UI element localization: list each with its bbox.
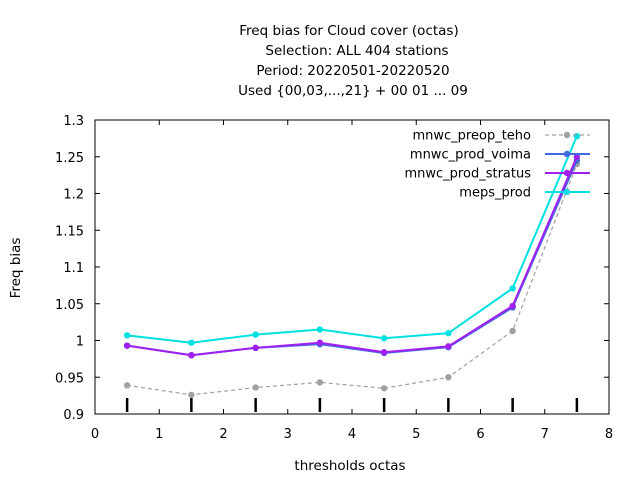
- legend-label: meps_prod: [459, 186, 531, 201]
- y-tick-label: 1.15: [55, 224, 84, 239]
- data-point: [380, 335, 388, 342]
- title-line-2: Selection: ALL 404 stations: [265, 43, 448, 59]
- x-tick-label: 4: [348, 427, 356, 442]
- data-point: [188, 352, 195, 359]
- x-tick-label: 7: [541, 427, 549, 442]
- series-lines: [123, 132, 581, 399]
- legend-item: mnwc_prod_voima: [410, 148, 590, 163]
- legend-label: mnwc_prod_stratus: [405, 167, 532, 182]
- y-tick-label: 1.1: [63, 261, 84, 276]
- data-point: [188, 391, 195, 399]
- y-tick-label: 1.05: [55, 298, 84, 313]
- data-point: [380, 385, 388, 392]
- x-tick-label: 8: [605, 427, 613, 442]
- chart-title: Freq bias for Cloud cover (octas) Select…: [238, 23, 468, 99]
- y-tick-label: 0.9: [63, 408, 84, 423]
- data-point: [123, 342, 131, 349]
- legend-marker: [563, 150, 571, 158]
- y-tick-label: 0.95: [55, 371, 84, 386]
- data-point: [252, 344, 259, 352]
- legend-item: mnwc_prod_stratus: [405, 167, 590, 182]
- data-point: [380, 349, 388, 356]
- plot-frame: [94, 119, 610, 415]
- legend: mnwc_preop_teho mnwc_prod_voima mnwc_prod_…: [405, 129, 590, 201]
- legend-label: mnwc_prod_voima: [410, 148, 531, 163]
- data-point: [188, 339, 195, 346]
- data-point: [445, 374, 452, 381]
- title-line-4: Used {00,03,...,21} + 00 01 ... 09: [238, 83, 468, 99]
- data-point: [252, 384, 259, 391]
- y-tick-label: 1: [76, 335, 84, 350]
- series-mnwc_prod_stratus: [123, 153, 581, 359]
- legend-marker: [563, 188, 571, 196]
- x-axis: 0 1 2 3 4 5 6 7 8: [91, 120, 613, 442]
- series-line: [127, 163, 578, 396]
- y-axis-label: Freq bias: [8, 238, 24, 299]
- x-tick-label: 5: [412, 427, 420, 442]
- data-point: [509, 285, 516, 292]
- data-point: [316, 326, 324, 333]
- series-line: [127, 135, 578, 344]
- data-point: [123, 382, 131, 389]
- data-point: [509, 302, 516, 310]
- title-line-1: Freq bias for Cloud cover (octas): [239, 23, 458, 39]
- data-point: [445, 329, 452, 337]
- sample-markers: [125, 398, 579, 412]
- series-meps_prod: [123, 132, 581, 346]
- x-axis-label: thresholds octas: [294, 458, 405, 474]
- x-tick-label: 1: [155, 427, 163, 442]
- title-line-3: Period: 20220501-20220520: [256, 63, 449, 79]
- legend-item: meps_prod: [459, 186, 590, 201]
- legend-marker: [563, 131, 571, 139]
- x-tick-label: 2: [219, 427, 227, 442]
- data-point: [509, 327, 516, 335]
- x-tick-label: 0: [91, 427, 99, 442]
- data-point: [252, 331, 259, 338]
- data-point: [573, 153, 581, 160]
- series-line: [126, 156, 578, 357]
- data-point: [316, 339, 324, 346]
- legend-item: mnwc_preop_teho: [413, 129, 590, 144]
- data-point: [123, 332, 131, 339]
- y-tick-label: 1.3: [63, 114, 84, 129]
- data-point: [316, 379, 324, 386]
- legend-label: mnwc_preop_teho: [413, 129, 532, 144]
- data-point: [445, 343, 452, 350]
- y-tick-label: 1.25: [55, 151, 84, 166]
- y-tick-label: 1.2: [63, 188, 84, 203]
- x-tick-label: 6: [476, 427, 484, 442]
- x-tick-label: 3: [284, 427, 292, 442]
- y-axis: 0.9 0.95 1 1.05 1.1 1.15 1.2 1.25 1.3: [55, 114, 609, 423]
- data-point: [573, 132, 581, 140]
- legend-marker: [563, 169, 571, 177]
